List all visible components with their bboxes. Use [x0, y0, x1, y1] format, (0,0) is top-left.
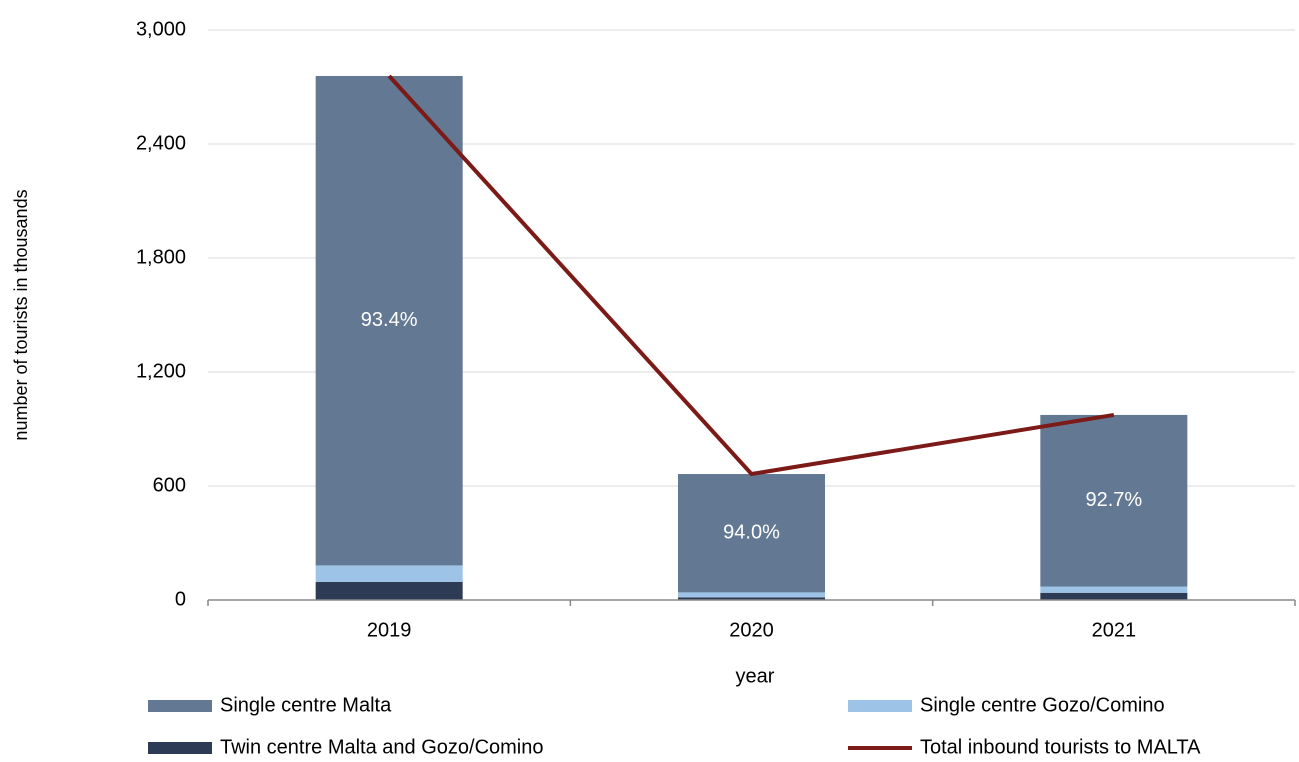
y-tick-label: 0: [175, 588, 186, 610]
x-axis-label: year: [736, 665, 775, 687]
bar-segment: [315, 75, 463, 566]
y-tick-label: 600: [153, 474, 186, 496]
y-tick-label: 2,400: [136, 132, 186, 154]
y-tick-label: 3,000: [136, 18, 186, 40]
total-line: [387, 74, 1115, 477]
legend-label: Single centre Malta: [220, 694, 392, 716]
y-tick-label: 1,200: [136, 360, 186, 382]
bar-segment: [678, 597, 825, 600]
x-tick-label: 2020: [729, 619, 774, 641]
legend-swatch: [848, 700, 912, 712]
legend-label: Single centre Gozo/Comino: [920, 694, 1165, 716]
bar-segment: [1040, 592, 1188, 600]
share-label: 94.0%: [723, 521, 780, 543]
x-tick-label: 2021: [1092, 619, 1137, 641]
bar-segment: [678, 474, 825, 593]
bar-segment: [1040, 586, 1188, 593]
x-tick-label: 2019: [367, 619, 412, 641]
legend-label: Twin centre Malta and Gozo/Comino: [220, 736, 544, 758]
y-axis-label: number of tourists in thousands: [11, 189, 31, 440]
bar-segment: [678, 592, 825, 598]
bar-segment: [315, 581, 463, 600]
legend-swatch: [148, 700, 212, 712]
share-label: 93.4%: [361, 309, 418, 331]
legend-label: Total inbound tourists to MALTA: [920, 736, 1201, 758]
bar-segment: [315, 565, 463, 582]
legend-swatch: [148, 742, 212, 754]
bar-segment: [1040, 414, 1188, 587]
y-tick-label: 1,800: [136, 246, 186, 268]
share-label: 92.7%: [1085, 489, 1142, 511]
